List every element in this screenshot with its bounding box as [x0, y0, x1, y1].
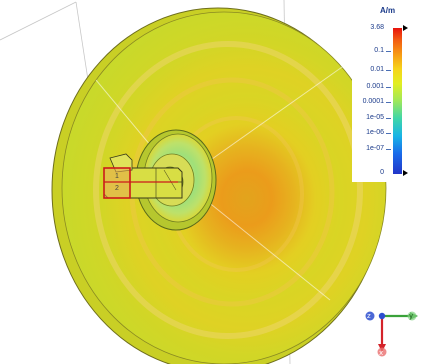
- port-box[interactable]: [103, 167, 178, 199]
- legend-tick: 0.1: [374, 47, 384, 54]
- axis-y-label: y: [409, 312, 413, 320]
- legend-tick: 1e-05: [366, 114, 384, 121]
- port-label-1: 1: [115, 173, 119, 180]
- legend-max-arrow: [403, 25, 408, 31]
- legend-tick-mark: [386, 118, 391, 119]
- legend-tick-mark: [386, 51, 391, 52]
- legend-tick-mark: [386, 149, 391, 150]
- legend-colorbar: [393, 28, 402, 174]
- legend-tick: 0.001: [366, 83, 384, 90]
- axis-z-label: z: [367, 312, 371, 320]
- legend-tick: 0.0001: [362, 98, 384, 105]
- legend-min-arrow: [403, 170, 408, 176]
- reflector-dish: [51, 7, 387, 364]
- legend-max-label: 3.68: [370, 24, 384, 31]
- axis-gizmo[interactable]: [365, 311, 419, 357]
- legend-tick: 1e-06: [366, 129, 384, 136]
- legend-tick-mark: [386, 102, 391, 103]
- legend-min-label: 0: [380, 169, 384, 176]
- legend-tick: 1e-07: [366, 145, 384, 152]
- legend-tick-mark: [386, 70, 391, 71]
- color-legend: A/m 3.68 0.1 0.01 0.001 0.0001 1e-05 1e-…: [352, 0, 424, 182]
- legend-unit-label: A/m: [380, 6, 396, 15]
- port-label-2: 2: [115, 185, 119, 192]
- legend-tick-mark: [386, 133, 391, 134]
- axis-x-label: x: [379, 349, 383, 357]
- legend-tick-mark: [386, 87, 391, 88]
- legend-tick: 0.01: [370, 66, 384, 73]
